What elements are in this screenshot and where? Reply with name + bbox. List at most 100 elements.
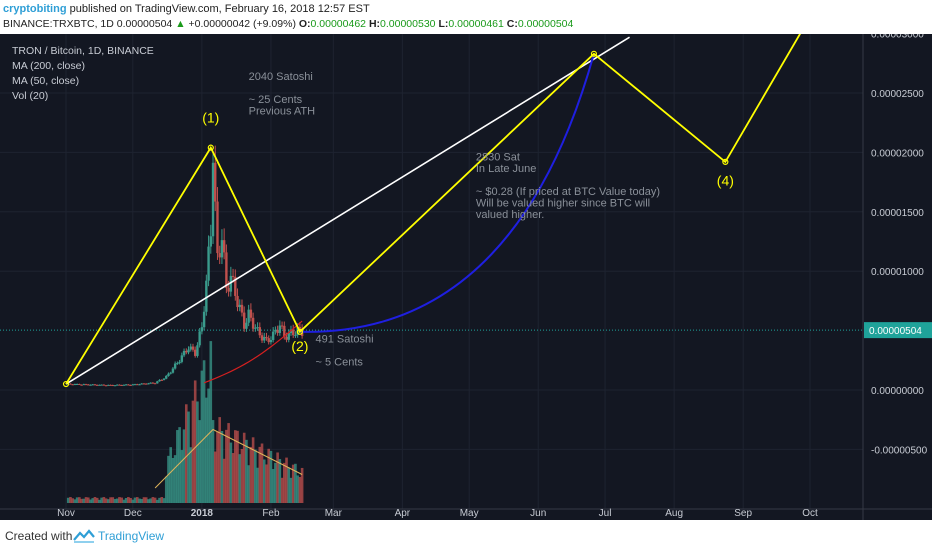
- candle-body: [260, 335, 264, 341]
- legend-title: TRON / Bitcoin, 1D, BINANCE: [12, 45, 154, 57]
- x-tick-label: Feb: [262, 508, 280, 519]
- candle-body: [247, 309, 250, 323]
- volume-bar: [73, 499, 77, 503]
- volume-bar: [180, 450, 184, 503]
- candle-body: [147, 383, 150, 385]
- current-price-label: 0.00000504: [869, 326, 922, 337]
- volume-bar: [262, 459, 266, 503]
- x-tick-label: Jul: [599, 508, 612, 519]
- candle-body: [207, 246, 210, 281]
- y-tick-label: 0.00002500: [871, 89, 924, 100]
- candle-body: [111, 385, 114, 387]
- volume-bar: [91, 498, 95, 503]
- chart-area[interactable]: (1)(2)(3)(4)2040 Satoshi~ 25 CentsPrevio…: [0, 34, 932, 520]
- candle-body: [294, 335, 297, 337]
- volume-bar: [269, 450, 273, 503]
- x-tick-label: Mar: [325, 508, 343, 519]
- candle-body: [222, 240, 226, 253]
- chart-header: cryptobiting published on TradingView.co…: [0, 0, 932, 34]
- wave-point: [722, 158, 729, 166]
- candle-body: [129, 384, 132, 386]
- publish-text: published on TradingView.com, February 1…: [69, 3, 370, 15]
- y-tick-label: 0.00001500: [871, 208, 924, 219]
- volume-bar: [111, 497, 115, 503]
- volume-bar: [80, 498, 83, 503]
- volume-bar: [167, 455, 170, 503]
- last-price: 0.00000504: [116, 18, 173, 30]
- volume-bars: [66, 341, 304, 503]
- volume-bar: [225, 429, 228, 503]
- volume-bar: [158, 497, 161, 503]
- volume-bar: [140, 499, 144, 503]
- volume-bar: [160, 497, 164, 503]
- candle-body: [144, 383, 148, 385]
- candle-body: [245, 322, 248, 329]
- volume-bar: [233, 430, 237, 503]
- x-tick-label: 2018: [191, 508, 214, 519]
- candle-body: [113, 385, 117, 387]
- volume-bar: [131, 499, 135, 503]
- candle-body: [98, 384, 101, 386]
- annotation-text: Will be valued higher since BTC will: [476, 198, 650, 210]
- legend-ma50[interactable]: MA (50, close): [12, 75, 79, 87]
- candle-body: [263, 336, 266, 341]
- volume-bar: [216, 431, 219, 503]
- volume-bar: [258, 446, 262, 503]
- candle-body: [211, 162, 215, 237]
- tradingview-link[interactable]: TradingView: [98, 529, 165, 543]
- candle-body: [265, 336, 268, 339]
- candle-body: [189, 346, 192, 350]
- volume-bar: [289, 477, 293, 503]
- volume-bar: [276, 452, 279, 503]
- price-chart[interactable]: (1)(2)(3)(4)2040 Satoshi~ 25 CentsPrevio…: [0, 34, 932, 520]
- volume-bar: [191, 400, 195, 503]
- volume-bar: [164, 476, 168, 503]
- candle-body: [240, 304, 244, 313]
- candle-body: [267, 338, 270, 343]
- volume-bar: [98, 499, 101, 503]
- volume-bar: [209, 341, 213, 503]
- wave-label: (1): [202, 110, 219, 126]
- volume-ma-line: [154, 428, 303, 489]
- volume-bar: [69, 497, 72, 503]
- volume-bar: [171, 457, 175, 503]
- price-axis[interactable]: 0.00003000 0.00002500 0.00002000 0.00001500…: [862, 34, 932, 520]
- volume-bar: [120, 497, 123, 503]
- volume-bar: [294, 463, 297, 503]
- low-label: L:: [438, 18, 449, 30]
- volume-bar: [135, 497, 139, 503]
- volume-bar: [256, 467, 259, 503]
- candle-body: [95, 384, 99, 386]
- wave-point: [296, 328, 303, 335]
- wave-point: [62, 380, 70, 388]
- candle-body: [153, 383, 157, 385]
- candle-body: [142, 383, 146, 385]
- ma50-line: [203, 320, 303, 384]
- author-link[interactable]: cryptobiting: [3, 3, 67, 15]
- wave-label: (4): [717, 173, 734, 189]
- candle-body: [298, 326, 302, 329]
- volume-bar: [242, 432, 246, 503]
- annotation-text: 2040 Satoshi: [249, 71, 313, 83]
- volume-bar: [265, 464, 268, 503]
- x-tick-label: Oct: [802, 508, 818, 519]
- candle-body: [78, 383, 81, 385]
- volume-bar: [189, 447, 193, 503]
- volume-bar: [291, 464, 295, 503]
- volume-bar: [89, 499, 92, 503]
- candle-body: [80, 384, 83, 386]
- volume-bar: [213, 451, 217, 503]
- candle-body: [185, 350, 188, 353]
- y-tick-label: 0.00000000: [871, 386, 924, 397]
- legend-vol[interactable]: Vol (20): [12, 90, 48, 102]
- y-tick-label: 0.00003000: [871, 34, 924, 41]
- legend-ma200[interactable]: MA (200, close): [12, 60, 85, 72]
- volume-bar: [176, 430, 179, 503]
- candle-body: [158, 379, 161, 382]
- time-axis[interactable]: Nov Dec 2018 Feb Mar Apr May Jun Jul Aug Sep Oct: [0, 508, 932, 519]
- x-tick-label: Apr: [395, 508, 411, 519]
- volume-bar: [124, 497, 128, 503]
- created-with-text: Created with: [5, 529, 73, 543]
- candle-body: [176, 363, 179, 365]
- grid: [0, 34, 863, 509]
